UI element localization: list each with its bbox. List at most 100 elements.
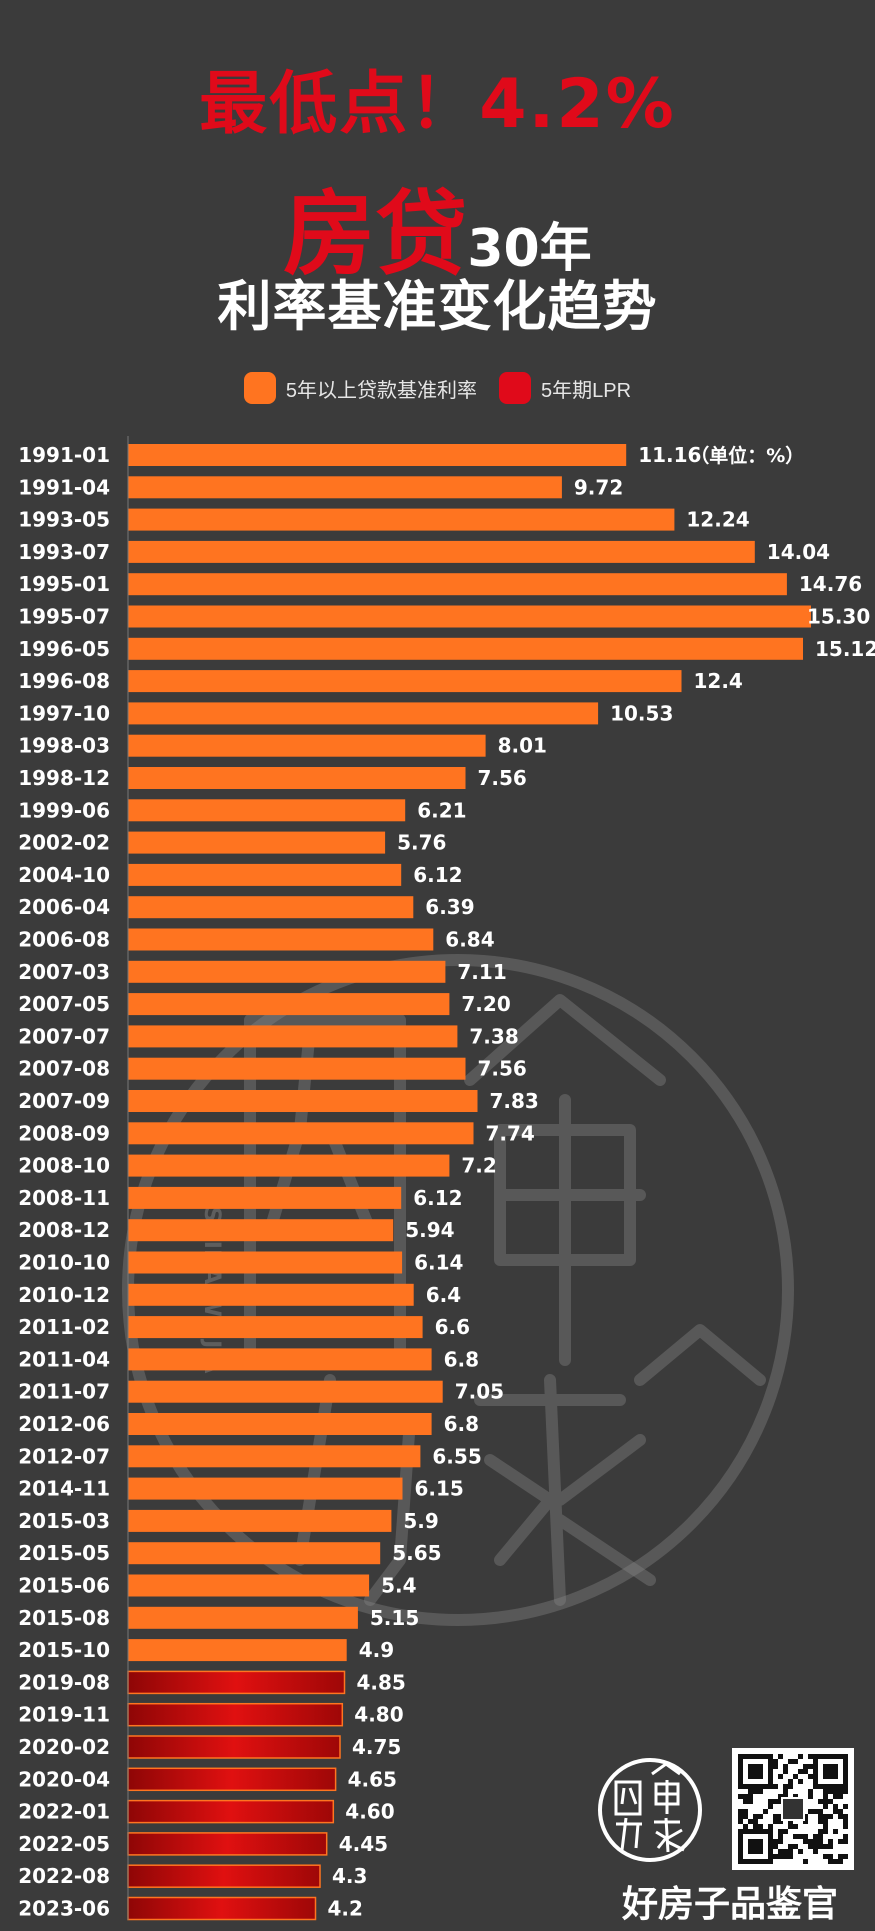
bar-row-2008-10: 2008-10 7.2 xyxy=(18,1154,497,1178)
qr-module xyxy=(818,1844,823,1849)
bar-category-label: 2022-01 xyxy=(18,1800,110,1824)
headline-lowest-point: 最低点！4.2% xyxy=(199,65,676,144)
qr-module xyxy=(788,1784,793,1789)
qr-module xyxy=(748,1794,753,1799)
bar-benchmark-rate xyxy=(128,799,406,822)
brand-logo-glyph-1 xyxy=(614,1780,642,1816)
qr-module xyxy=(773,1854,778,1859)
qr-module xyxy=(828,1844,833,1849)
qr-module xyxy=(763,1809,768,1814)
qr-module xyxy=(793,1759,798,1764)
qr-module xyxy=(753,1824,758,1829)
qr-module xyxy=(833,1859,838,1864)
qr-module xyxy=(823,1799,828,1804)
qr-finder xyxy=(823,1764,838,1779)
bar-row-2007-05: 2007-05 7.20 xyxy=(18,992,511,1016)
qr-center-logo xyxy=(781,1797,805,1821)
qr-module xyxy=(798,1754,803,1759)
bar-benchmark-rate xyxy=(128,1348,432,1371)
qr-module xyxy=(783,1829,788,1834)
headline-mortgage-years: 30年 xyxy=(467,219,592,279)
bar-category-label: 2007-08 xyxy=(18,1057,110,1081)
bar-row-1998-12: 1998-12 7.56 xyxy=(18,766,527,790)
qr-module xyxy=(768,1824,773,1829)
bar-value-label: 8.01 xyxy=(498,734,547,758)
bar-row-2023-06: 2023-06 4.2 xyxy=(18,1897,363,1921)
bar-row-2011-07: 2011-07 7.05 xyxy=(18,1380,504,1404)
bar-benchmark-rate xyxy=(128,1413,432,1435)
qr-module xyxy=(833,1804,838,1809)
qr-module xyxy=(788,1759,793,1764)
qr-module xyxy=(828,1854,833,1859)
bar-benchmark-rate xyxy=(128,734,486,757)
bar-value-label: 6.12 xyxy=(413,863,462,887)
bar-value-label: 5.94 xyxy=(405,1218,454,1242)
qr-module xyxy=(778,1799,783,1804)
qr-code[interactable] xyxy=(732,1748,854,1870)
bar-lpr-rate xyxy=(127,1735,341,1759)
bar-category-label: 2011-04 xyxy=(18,1347,110,1371)
qr-module xyxy=(818,1829,823,1834)
bar-value-label: 5.65 xyxy=(392,1541,441,1565)
qr-module xyxy=(778,1774,783,1779)
qr-module xyxy=(773,1759,778,1764)
bar-value-label: 6.8 xyxy=(444,1347,479,1371)
bar-row-2007-09: 2007-09 7.83 xyxy=(18,1089,539,1113)
bar-value-label: 15.30 xyxy=(807,605,870,629)
legend-swatch-orange xyxy=(243,372,276,404)
bar-value-label: 5.76 xyxy=(397,831,446,855)
qr-module xyxy=(783,1764,788,1769)
bar-row-2008-11: 2008-11 6.12 xyxy=(18,1186,462,1210)
qr-module xyxy=(798,1769,803,1774)
bar-benchmark-rate xyxy=(128,767,466,789)
qr-module xyxy=(793,1774,798,1779)
bar-category-label: 1995-07 xyxy=(18,605,110,629)
bar-value-label: 5.9 xyxy=(403,1509,438,1533)
qr-module xyxy=(833,1794,838,1799)
legend-item-benchmark: 5年以上贷款基准利率 xyxy=(243,372,477,404)
qr-module xyxy=(748,1799,753,1804)
qr-module xyxy=(778,1794,783,1799)
qr-finder xyxy=(748,1764,763,1779)
qr-module xyxy=(833,1789,838,1794)
qr-module xyxy=(743,1814,748,1819)
bar-benchmark-rate xyxy=(128,670,682,693)
bar-row-2019-08: 2019-08 4.85 xyxy=(18,1670,406,1694)
bar-benchmark-rate xyxy=(128,1542,381,1565)
qr-module xyxy=(843,1814,848,1819)
bar-benchmark-rate xyxy=(128,896,414,919)
qr-finder xyxy=(748,1839,763,1854)
bar-category-label: 1991-04 xyxy=(18,475,110,499)
bar-benchmark-rate xyxy=(128,637,803,660)
qr-module xyxy=(793,1824,798,1829)
brand-name: 好房子品鉴官 xyxy=(621,1884,838,1925)
qr-module xyxy=(838,1794,843,1799)
qr-module xyxy=(808,1789,813,1794)
chart-legend: 5年以上贷款基准利率 5年期LPR xyxy=(0,372,875,404)
qr-module xyxy=(788,1779,793,1784)
qr-module xyxy=(803,1764,808,1769)
qr-module xyxy=(798,1779,803,1784)
bar-value-label: 6.8 xyxy=(444,1412,479,1436)
bar-benchmark-rate xyxy=(128,573,787,596)
bar-value-label: 4.3 xyxy=(332,1864,367,1888)
qr-module xyxy=(823,1789,828,1794)
brand-logo-icon xyxy=(598,1758,702,1862)
qr-module xyxy=(838,1789,843,1794)
bar-benchmark-rate xyxy=(128,1251,403,1274)
bar-category-label: 1997-10 xyxy=(18,701,110,725)
qr-module xyxy=(753,1814,758,1819)
qr-module xyxy=(838,1859,843,1864)
qr-module xyxy=(758,1789,763,1794)
bar-row-1996-05: 1996-05 15.12 xyxy=(18,637,875,661)
bar-value-label: 4.2 xyxy=(328,1897,363,1921)
qr-module xyxy=(783,1784,788,1789)
bar-row-2019-11: 2019-11 4.80 xyxy=(18,1703,403,1727)
bar-value-label: 4.85 xyxy=(357,1670,406,1694)
bar-category-label: 2011-02 xyxy=(18,1315,110,1339)
legend-swatch-red xyxy=(499,372,532,404)
bar-lpr-rate xyxy=(127,1896,317,1921)
bar-category-label: 2020-04 xyxy=(18,1767,110,1791)
bar-row-2008-12: 2008-12 5.94 xyxy=(18,1218,454,1242)
qr-module xyxy=(788,1844,793,1849)
